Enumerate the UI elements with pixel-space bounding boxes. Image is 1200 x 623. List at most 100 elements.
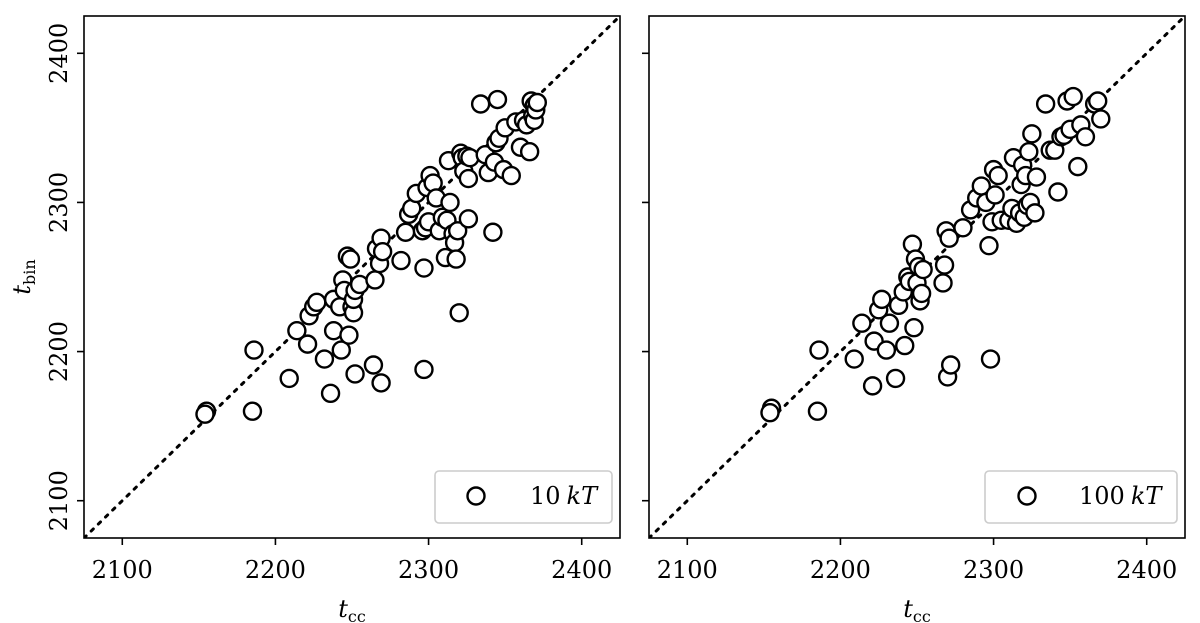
data-point bbox=[314, 349, 335, 369]
data-point bbox=[195, 404, 215, 424]
data-point bbox=[242, 401, 263, 421]
data-point bbox=[320, 383, 341, 404]
data-point bbox=[876, 340, 897, 360]
legend-marker bbox=[466, 486, 486, 506]
x-tick-label: 2400 bbox=[551, 556, 612, 584]
legend-box bbox=[984, 470, 1178, 524]
x-tick-label: 2100 bbox=[657, 556, 718, 584]
data-point bbox=[844, 349, 864, 369]
data-point bbox=[862, 376, 883, 396]
plot-frame bbox=[648, 15, 1186, 539]
data-point bbox=[940, 355, 961, 375]
y-tick-label: 2100 bbox=[45, 470, 73, 531]
data-point bbox=[345, 364, 365, 384]
data-point bbox=[395, 222, 416, 242]
x-tick-label: 2300 bbox=[398, 556, 459, 584]
panel-left: 2100 2200 2300 2400 2100 2200 2300 2400 tcc tb… bbox=[8, 15, 621, 623]
data-point bbox=[339, 325, 359, 345]
data-point bbox=[988, 165, 1008, 186]
data-point bbox=[460, 147, 480, 168]
data-point bbox=[287, 320, 307, 341]
data-point bbox=[872, 289, 892, 310]
data-point bbox=[244, 340, 264, 360]
y-axis-ticks bbox=[642, 52, 649, 502]
data-point bbox=[939, 228, 959, 248]
data-point bbox=[487, 89, 508, 110]
x-tick-label: 2100 bbox=[92, 556, 153, 584]
y-axis-label: tbin bbox=[8, 259, 39, 294]
data-point bbox=[447, 221, 468, 241]
panel-right: 2100 2200 2300 2400 tcc 100 kT bbox=[642, 15, 1186, 623]
data-point bbox=[1019, 142, 1039, 162]
data-point bbox=[483, 222, 503, 242]
data-point bbox=[934, 255, 955, 275]
data-point bbox=[852, 313, 872, 333]
data-point bbox=[904, 318, 924, 338]
data-point bbox=[470, 94, 491, 114]
data-point bbox=[979, 235, 999, 256]
scatter-series bbox=[760, 86, 1111, 423]
data-point bbox=[1088, 91, 1108, 111]
plot-frame bbox=[83, 15, 621, 539]
data-point bbox=[885, 368, 906, 389]
data-point bbox=[414, 359, 434, 380]
data-point bbox=[1063, 86, 1083, 107]
x-tick-label: 2300 bbox=[963, 556, 1024, 584]
data-point bbox=[760, 403, 780, 423]
data-point bbox=[414, 258, 434, 278]
y-tick-label: 2400 bbox=[45, 23, 73, 84]
legend-label: 100 kT bbox=[1079, 482, 1163, 510]
y-tick-label: 2200 bbox=[45, 321, 73, 382]
data-point bbox=[985, 185, 1005, 205]
x-axis-ticks: 2100 2200 2300 2400 bbox=[657, 538, 1177, 584]
data-point bbox=[365, 270, 385, 290]
data-point bbox=[913, 259, 933, 280]
x-axis-ticks: 2100 2200 2300 2400 bbox=[92, 538, 612, 584]
data-point bbox=[1068, 156, 1088, 177]
data-point bbox=[307, 292, 327, 313]
legend-marker bbox=[1017, 486, 1037, 506]
data-point bbox=[1025, 203, 1045, 223]
data-point bbox=[527, 92, 548, 113]
data-point bbox=[391, 250, 411, 271]
y-axis-ticks: 2100 2200 2300 2400 bbox=[45, 23, 84, 531]
x-axis-label: tcc bbox=[338, 595, 366, 623]
data-point bbox=[501, 165, 521, 186]
legend: 10 kT bbox=[434, 470, 613, 524]
data-point bbox=[933, 273, 953, 293]
data-point bbox=[449, 303, 469, 323]
data-point bbox=[371, 373, 391, 393]
legend: 100 kT bbox=[984, 470, 1178, 524]
data-point bbox=[372, 241, 393, 262]
data-point bbox=[458, 168, 479, 189]
data-point bbox=[279, 368, 299, 389]
data-point bbox=[297, 334, 318, 354]
data-point bbox=[1048, 182, 1068, 202]
data-point bbox=[980, 349, 1001, 369]
data-point bbox=[911, 283, 932, 304]
data-point bbox=[1075, 127, 1096, 147]
data-point bbox=[1022, 124, 1042, 144]
data-point bbox=[1026, 167, 1047, 187]
data-point bbox=[1091, 109, 1111, 129]
data-point bbox=[1035, 94, 1056, 114]
data-point bbox=[340, 249, 361, 269]
legend-box bbox=[434, 470, 613, 524]
data-point bbox=[879, 313, 900, 333]
scatter-series bbox=[195, 89, 548, 424]
data-point bbox=[809, 340, 829, 360]
data-point bbox=[458, 209, 479, 229]
data-point bbox=[440, 192, 460, 213]
x-tick-label: 2200 bbox=[810, 556, 871, 584]
x-tick-label: 2200 bbox=[245, 556, 306, 584]
x-tick-label: 2400 bbox=[1116, 556, 1177, 584]
data-point bbox=[807, 401, 828, 421]
data-point bbox=[519, 142, 540, 162]
x-axis-label: tcc bbox=[903, 595, 931, 623]
data-point bbox=[446, 249, 466, 269]
y-tick-label: 2300 bbox=[45, 172, 73, 233]
data-point bbox=[331, 340, 351, 360]
data-point bbox=[953, 218, 973, 238]
data-point bbox=[363, 355, 384, 375]
